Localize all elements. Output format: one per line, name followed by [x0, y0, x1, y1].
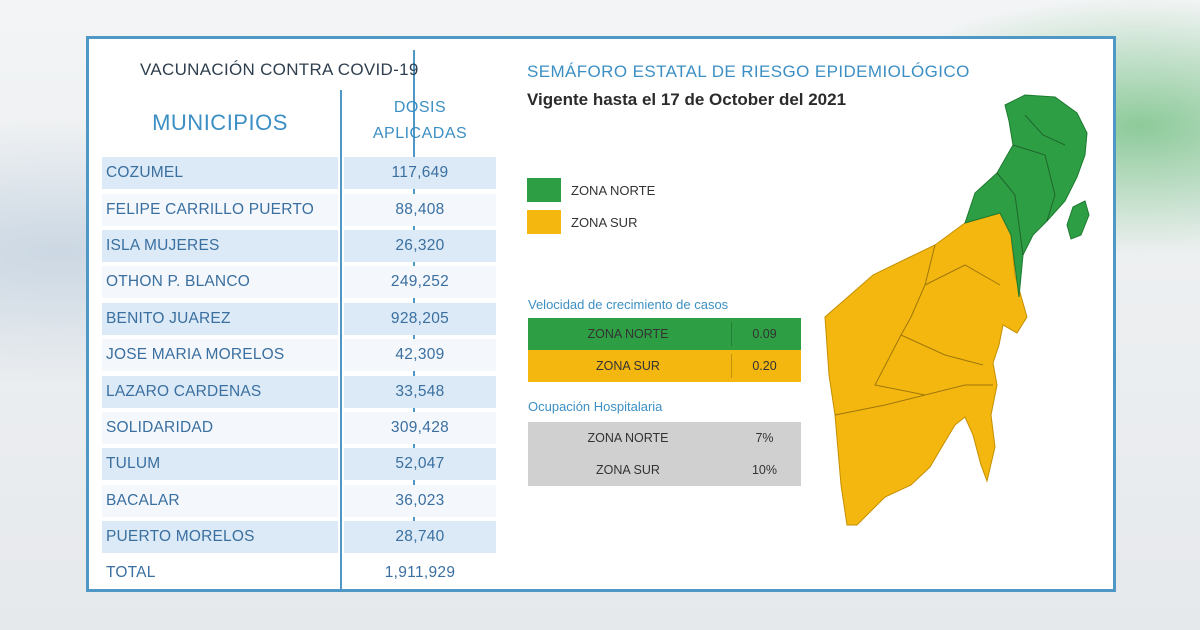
hospital-row-norte: ZONA NORTE 7% [528, 422, 801, 454]
municipio-name: FELIPE CARRILLO PUERTO [102, 193, 338, 226]
section-divider [413, 50, 415, 550]
municipio-name: SOLIDARIDAD [102, 411, 338, 444]
table-row: ISLA MUJERES 26,320 [102, 228, 500, 264]
dosis-header-line1: DOSIS [393, 99, 447, 116]
table-row: TULUM 52,047 [102, 446, 500, 482]
table-row: BACALAR 36,023 [102, 483, 500, 519]
municipio-name: OTHON P. BLANCO [102, 266, 338, 299]
growth-zone-norte: ZONA NORTE [587, 327, 669, 341]
growth-value-norte: 0.09 [752, 327, 777, 341]
municipios-header: MUNICIPIOS [152, 110, 288, 135]
table-row: JOSE MARIA MORELOS 42,309 [102, 337, 500, 373]
zona-norte-region [964, 94, 1088, 298]
hospital-value-sur: 10% [751, 463, 778, 477]
semaforo-validity: Vigente hasta el 17 de October del 2021 [527, 90, 847, 109]
dosis-value: 88,408 [344, 193, 496, 226]
legend-label-sur: ZONA SUR [571, 214, 638, 230]
dosis-value: 28,740 [344, 521, 496, 554]
municipal-boundaries [834, 114, 1066, 416]
municipio-name: PUERTO MORELOS [102, 521, 338, 554]
dosis-value: 33,548 [344, 375, 496, 408]
growth-box: ZONA NORTE 0.09 ZONA SUR 0.20 [528, 318, 801, 382]
dosis-value: 26,320 [344, 229, 496, 262]
table-row: OTHON P. BLANCO 249,252 [102, 264, 500, 300]
municipio-name: TULUM [102, 448, 338, 481]
hospital-zone-norte: ZONA NORTE [587, 431, 669, 445]
table-row: LAZARO CARDENAS 33,548 [102, 373, 500, 409]
dosis-header: DOSIS APLICADAS [345, 95, 495, 147]
hospital-box: ZONA NORTE 7% ZONA SUR 10% [528, 422, 801, 486]
growth-row-sur: ZONA SUR 0.20 [528, 350, 801, 382]
hospital-value-norte: 7% [755, 431, 774, 445]
legend-swatch-norte [527, 178, 561, 202]
municipio-name: JOSE MARIA MORELOS [102, 339, 338, 372]
dosis-value: 309,428 [344, 411, 496, 444]
municipio-name: ISLA MUJERES [102, 229, 338, 262]
growth-value-sur: 0.20 [752, 359, 777, 373]
hospital-title: Ocupación Hospitalaria [528, 399, 663, 414]
municipio-name: COZUMEL [102, 157, 338, 190]
cozumel-island [1066, 200, 1090, 240]
municipio-name: BACALAR [102, 484, 338, 517]
table-row: SOLIDARIDAD 309,428 [102, 410, 500, 446]
table-row: COZUMEL 117,649 [102, 155, 500, 191]
table-row: FELIPE CARRILLO PUERTO 88,408 [102, 191, 500, 227]
state-zone-map [824, 94, 1090, 526]
total-value: 1,911,929 [344, 557, 496, 590]
legend-item-sur: ZONA SUR [527, 206, 655, 238]
vaccination-table: COZUMEL 117,649 FELIPE CARRILLO PUERTO 88,… [102, 155, 500, 592]
total-row: TOTAL 1,911,929 [102, 555, 500, 591]
table-row: BENITO JUAREZ 928,205 [102, 301, 500, 337]
legend-swatch-sur [527, 210, 561, 234]
growth-zone-sur: ZONA SUR [596, 359, 660, 373]
dosis-value: 117,649 [344, 157, 496, 190]
zone-legend: ZONA NORTE ZONA SUR [527, 174, 655, 238]
total-label: TOTAL [102, 557, 338, 590]
growth-title: Velocidad de crecimiento de casos [528, 297, 729, 312]
dosis-value: 36,023 [344, 484, 496, 517]
dosis-header-line2: APLICADAS [372, 125, 468, 142]
hospital-row-sur: ZONA SUR 10% [528, 454, 801, 486]
table-row: PUERTO MORELOS 28,740 [102, 519, 500, 555]
vaccination-title: VACUNACIÓN CONTRA COVID-19 [140, 60, 419, 79]
growth-row-separator [731, 322, 732, 346]
growth-row-norte: ZONA NORTE 0.09 [528, 318, 801, 350]
legend-label-norte: ZONA NORTE [571, 182, 656, 198]
legend-item-norte: ZONA NORTE [527, 174, 655, 206]
municipio-name: BENITO JUAREZ [102, 302, 338, 335]
zona-sur-region [824, 212, 1028, 526]
semaforo-title: SEMÁFORO ESTATAL DE RIESGO EPIDEMIOLÓGIC… [527, 62, 970, 81]
hospital-zone-sur: ZONA SUR [596, 463, 660, 477]
growth-row-separator [731, 354, 732, 378]
dosis-value: 42,309 [344, 339, 496, 372]
dosis-value: 249,252 [344, 266, 496, 299]
dosis-value: 52,047 [344, 448, 496, 481]
dosis-value: 928,205 [344, 302, 496, 335]
column-divider [340, 90, 342, 590]
municipio-name: LAZARO CARDENAS [102, 375, 338, 408]
